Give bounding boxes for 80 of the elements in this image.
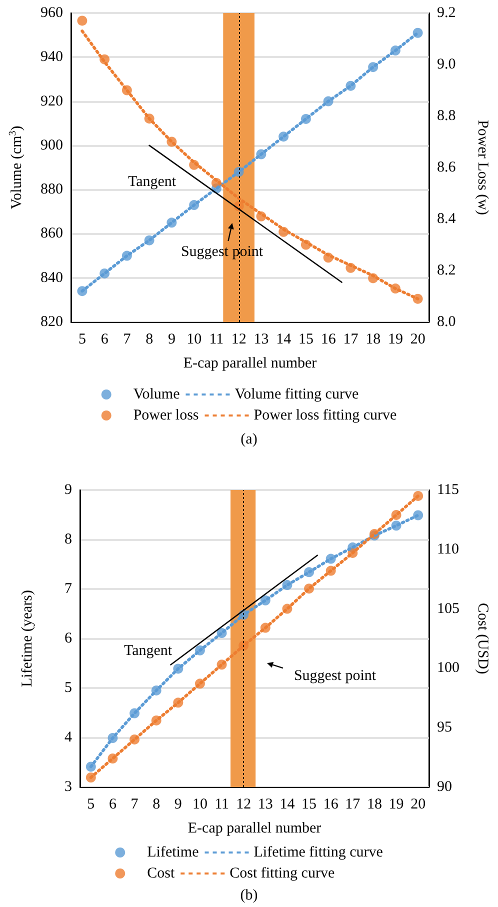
y2-tick-label: 8.6 xyxy=(437,160,456,176)
x-tick-label: 14 xyxy=(280,796,296,812)
x-tick-label: 13 xyxy=(254,332,269,348)
x-tick-label: 12 xyxy=(231,332,246,348)
x-tick-label: 8 xyxy=(152,796,160,812)
y-tick-label: 9 xyxy=(64,482,72,498)
y-tick-label: 4 xyxy=(64,730,72,746)
y2-axis-title: Power Loss (w) xyxy=(474,120,490,215)
x-tick-label: 10 xyxy=(192,796,208,812)
y-tick-label: 880 xyxy=(40,182,63,198)
text: (a) xyxy=(240,432,258,448)
y-tick-label: 5 xyxy=(64,680,72,696)
y2-tick-label: 115 xyxy=(437,482,459,498)
x-tick-label: 17 xyxy=(345,796,361,812)
x-tick-label: 6 xyxy=(108,796,117,812)
x-tick-label: 16 xyxy=(320,332,336,348)
x-tick-label: 19 xyxy=(388,332,403,348)
y-tick-label: 840 xyxy=(40,270,63,286)
point xyxy=(77,16,88,26)
legend-label: Lifetime fitting curve xyxy=(254,844,384,860)
y-tick-label: 8 xyxy=(64,532,72,548)
legend-label: Cost fitting curve xyxy=(230,866,335,882)
y-tick-label: 940 xyxy=(40,49,63,66)
y-tick-label: 820 xyxy=(40,314,63,330)
annotation: Suggest point xyxy=(294,668,377,684)
y2-tick-label: 105 xyxy=(437,600,460,617)
y2-tick-label: 8.8 xyxy=(437,108,456,124)
y-axis-title: Lifetime (years) xyxy=(20,590,36,688)
y2-tick-label: 95 xyxy=(437,720,452,736)
x-tick-label: 11 xyxy=(209,332,224,348)
y2-tick-label: 9.2 xyxy=(437,5,456,21)
legend-label: Cost xyxy=(147,866,176,882)
x-tick-label: 15 xyxy=(302,796,317,812)
x-tick-label: 7 xyxy=(123,332,132,348)
y2-tick-label: 8.4 xyxy=(437,211,456,227)
legend-label: Volume fitting curve xyxy=(234,386,359,402)
y-tick-label: 7 xyxy=(64,581,72,597)
x-tick-label: 6 xyxy=(100,332,109,348)
y-tick-label: 960 xyxy=(40,5,63,21)
annotation: Tangent xyxy=(128,174,177,190)
y2-tick-label: 9.0 xyxy=(437,56,456,72)
x-tick-label: 10 xyxy=(186,332,202,348)
x-tick-label: 5 xyxy=(78,332,86,348)
y-tick-label: 900 xyxy=(40,137,63,154)
x-tick-label: 9 xyxy=(174,796,182,812)
y-tick-label: 920 xyxy=(40,93,63,110)
y-tick-label: 6 xyxy=(64,630,72,646)
y2-tick-label: 8.0 xyxy=(437,314,456,330)
x-tick-label: 15 xyxy=(298,332,314,348)
x-tick-label: 19 xyxy=(388,796,404,812)
y2-axis-title: Cost (USD) xyxy=(474,602,490,674)
y2-tick-label: 90 xyxy=(437,779,452,795)
y2-tick-label: 100 xyxy=(437,660,460,676)
x-tick-label: 17 xyxy=(343,332,359,348)
y2-tick-label: 8.2 xyxy=(437,262,456,278)
x-axis-title: E-cap parallel number xyxy=(183,356,317,372)
x-tick-label: 16 xyxy=(323,796,339,812)
x-tick-label: 18 xyxy=(366,332,381,348)
x-tick-label: 7 xyxy=(130,796,139,812)
x-tick-label: 20 xyxy=(410,796,426,812)
legend-label: Volume xyxy=(133,386,180,402)
x-tick-label: 18 xyxy=(366,796,382,812)
x-tick-label: 8 xyxy=(146,332,154,348)
legend-label: Lifetime xyxy=(147,844,200,860)
x-tick-label: 5 xyxy=(87,796,95,812)
y-tick-label: 3 xyxy=(64,779,72,795)
y2-tick-label: 110 xyxy=(437,541,459,558)
x-tick-label: 20 xyxy=(410,332,426,348)
x-tick-label: 13 xyxy=(258,796,273,812)
x-axis-title: E-cap parallel number xyxy=(188,820,322,836)
x-tick-label: 11 xyxy=(214,796,230,812)
text: (b) xyxy=(240,888,258,904)
legend-label: Power loss fitting curve xyxy=(254,408,397,424)
legend-label: Power loss xyxy=(133,408,199,424)
x-tick-label: 9 xyxy=(168,332,176,348)
annotation: Tangent xyxy=(124,643,173,659)
y-tick-label: 860 xyxy=(40,226,63,242)
x-tick-label: 12 xyxy=(236,796,252,812)
y-axis-title: Volume (cm3) xyxy=(8,126,25,210)
x-tick-label: 14 xyxy=(276,332,292,348)
